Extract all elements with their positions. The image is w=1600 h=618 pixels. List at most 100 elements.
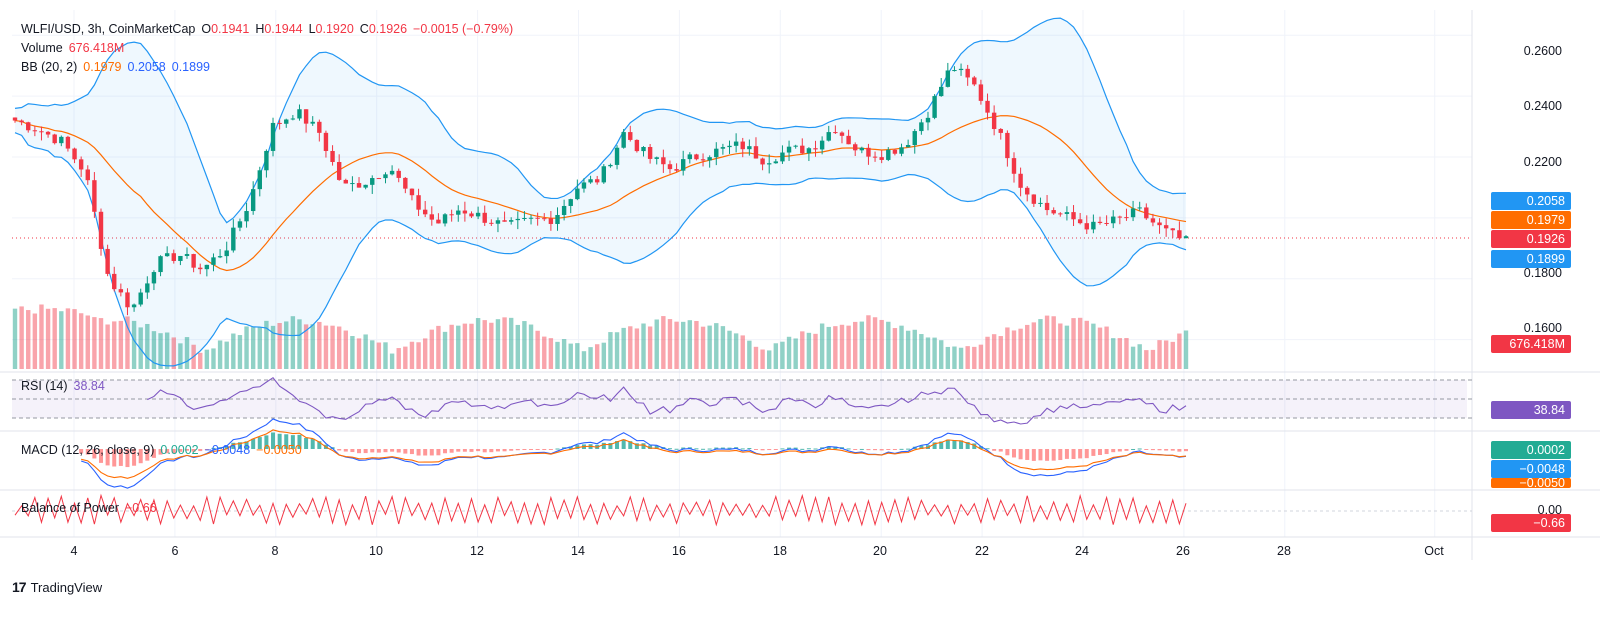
macd-hist-36 xyxy=(251,438,256,449)
bb-legend: BB (20, 2) 0.1979 0.2058 0.1899 xyxy=(21,60,210,74)
candle-body-167 xyxy=(1117,216,1123,218)
volume-bar-161 xyxy=(1077,317,1083,369)
volume-bar-47 xyxy=(323,325,329,369)
candle-body-34 xyxy=(237,221,243,228)
candle-body-99 xyxy=(667,164,673,170)
x-tick-5: 14 xyxy=(571,544,585,558)
macd-hist-170 xyxy=(1137,448,1142,450)
macd-hist-59 xyxy=(403,449,408,454)
tradingview-brand[interactable]: 17 TradingView xyxy=(12,579,102,595)
candle-body-168 xyxy=(1124,217,1129,219)
macd-signal-tag: −0.0050 xyxy=(1491,478,1571,488)
volume-bar-5 xyxy=(45,308,51,369)
candle-body-160 xyxy=(1071,212,1076,220)
macd-hist-21 xyxy=(151,449,156,458)
candle-body-89 xyxy=(601,166,607,183)
macd-hist-142 xyxy=(952,440,957,449)
volume-tag: 676.418M xyxy=(1491,335,1571,353)
macd-hist-53 xyxy=(363,449,368,454)
macd-hist-50 xyxy=(343,449,348,452)
macd-hist-97 xyxy=(654,445,659,449)
candle-body-12 xyxy=(92,180,97,212)
volume-bar-42 xyxy=(290,316,296,369)
macd-hist-117 xyxy=(787,447,792,449)
grid xyxy=(12,10,1472,537)
volume-bar-56 xyxy=(383,342,388,369)
rsi-label[interactable]: RSI (14) xyxy=(21,379,68,393)
candle-body-52 xyxy=(356,183,362,188)
macd-hist-176 xyxy=(1177,449,1182,452)
candle-body-107 xyxy=(720,147,726,149)
candle-body-135 xyxy=(905,145,911,148)
low-value: 0.1920 xyxy=(315,22,354,36)
volume-bar-157 xyxy=(1051,316,1056,369)
candle-body-56 xyxy=(383,174,388,179)
volume-bar-66 xyxy=(449,324,454,369)
macd-hist-159 xyxy=(1064,449,1069,459)
macd-hist-120 xyxy=(806,448,811,450)
change-value: −0.0015 (−0.79%) xyxy=(413,22,514,36)
macd-hist-74 xyxy=(502,449,507,452)
macd-label[interactable]: MACD (12, 26, close, 9) xyxy=(21,443,155,457)
candle-body-6 xyxy=(52,134,57,144)
x-tick-10: 24 xyxy=(1075,544,1089,558)
volume-bar-149 xyxy=(998,336,1003,369)
pane-borders xyxy=(0,10,1600,560)
macd-hist-30 xyxy=(211,447,216,449)
macd-hist-16 xyxy=(118,449,123,466)
symbol-line[interactable]: WLFI/USD, 3h, CoinMarketCap xyxy=(21,22,196,36)
x-tick-8: 20 xyxy=(873,544,887,558)
candle-body-64 xyxy=(436,219,441,224)
candle-body-102 xyxy=(687,154,693,160)
macd-hist-153 xyxy=(1025,449,1030,460)
volume-bar-138 xyxy=(925,337,931,369)
candle-body-106 xyxy=(714,148,719,158)
macd-hist-131 xyxy=(879,449,884,451)
volume-bar-30 xyxy=(211,348,216,369)
volume-bar-39 xyxy=(270,325,276,369)
volume-bar-10 xyxy=(78,313,84,369)
volume-bar-97 xyxy=(654,319,659,369)
volume-bar-21 xyxy=(151,331,157,369)
candle-body-45 xyxy=(310,121,315,124)
volume-bar-110 xyxy=(740,335,745,369)
volume-label[interactable]: Volume xyxy=(21,41,63,55)
candle-body-175 xyxy=(1170,228,1175,231)
macd-hist-value: 0.0002 xyxy=(160,443,199,457)
macd-hist-49 xyxy=(337,449,342,451)
volume-bar-86 xyxy=(581,351,587,369)
candle-body-39 xyxy=(270,122,276,151)
macd-hist-46 xyxy=(317,441,322,449)
candle-body-109 xyxy=(733,141,739,146)
volume-bar-80 xyxy=(542,336,547,369)
macd-hist-78 xyxy=(529,449,534,450)
volume-bar-95 xyxy=(641,323,646,369)
candle-body-151 xyxy=(1011,158,1017,174)
bop-tag: −0.66 xyxy=(1491,514,1571,532)
volume-bar-41 xyxy=(284,321,289,369)
candle-body-77 xyxy=(522,217,527,219)
y-tick-4: 0.1600 xyxy=(1523,321,1562,335)
bb-upper-tag: 0.2058 xyxy=(1491,192,1571,210)
macd-hist-68 xyxy=(462,449,467,452)
volume-bar-167 xyxy=(1117,338,1123,369)
bb-label[interactable]: BB (20, 2) xyxy=(21,60,78,74)
macd-hist-163 xyxy=(1091,449,1096,456)
volume-bar-122 xyxy=(819,323,825,369)
bop-label[interactable]: Balance of Power xyxy=(21,501,119,515)
macd-signal-value: −0.0050 xyxy=(256,443,302,457)
candle-body-44 xyxy=(303,109,309,124)
macd-hist-141 xyxy=(945,439,950,449)
volume-bar-136 xyxy=(912,329,917,369)
bb-basis-tag: 0.1979 xyxy=(1491,211,1571,229)
volume-bar-139 xyxy=(932,337,937,369)
volume-bar-174 xyxy=(1163,340,1169,369)
macd-hist-152 xyxy=(1018,449,1023,460)
volume-bar-158 xyxy=(1058,323,1063,369)
macd-hist-92 xyxy=(621,439,626,449)
candle-body-17 xyxy=(125,292,130,308)
candle-body-127 xyxy=(853,144,858,151)
candle-body-8 xyxy=(65,136,71,149)
volume-bar-84 xyxy=(568,343,573,369)
macd-hist-112 xyxy=(753,449,758,450)
